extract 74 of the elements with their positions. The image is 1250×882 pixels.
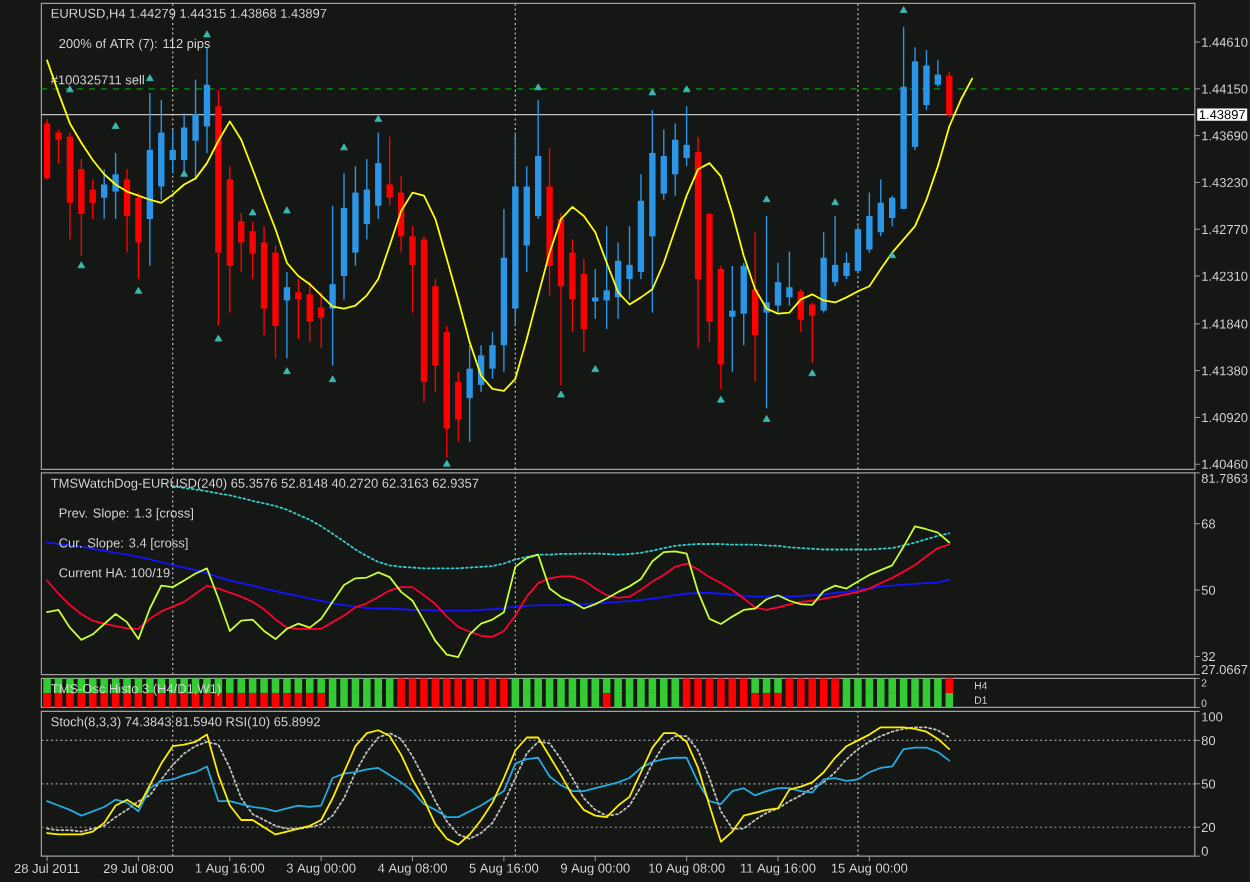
candlestick [660,128,667,201]
point [77,261,86,269]
candlestick [946,71,953,119]
candlestick [101,168,108,220]
point [591,365,600,372]
candlestick [569,238,576,333]
candlestick [386,135,393,207]
candlestick [592,268,599,320]
point [717,395,725,403]
point [328,375,337,383]
point [111,122,120,129]
point [180,169,188,177]
candlestick [934,59,942,88]
candlestick [809,301,816,364]
candlestick [797,288,805,333]
candlestick [283,271,291,360]
candlestick [135,191,142,280]
point [374,114,383,122]
candlestick [306,281,313,343]
candlestick [238,212,245,273]
candlestick [78,158,85,257]
candlestick [751,231,759,383]
candlestick [854,225,862,273]
point [808,369,817,377]
candlestick [889,194,896,227]
candlestick [843,251,850,280]
candlestick [774,262,782,314]
candlestick [169,128,176,174]
candlestick [683,105,690,167]
point [682,85,691,93]
point [283,206,291,214]
point [648,88,657,96]
point [762,195,771,203]
candlestick [786,250,793,307]
point [214,334,223,342]
point [283,367,291,375]
candlestick [603,225,610,330]
candlestick [672,122,679,197]
candlestick [192,78,199,181]
point [146,74,154,82]
candlestick [923,49,930,111]
candlestick [180,112,188,174]
point [534,83,543,91]
candlestick [831,215,839,287]
candlestick [866,191,873,254]
candlestick [329,205,336,367]
candlestick [112,152,119,220]
candlestick [363,158,371,241]
candlestick [489,331,496,380]
point [888,251,897,259]
candlestick [249,221,256,280]
candlestick [729,265,736,373]
point [762,415,771,422]
candlestick [466,344,473,443]
point [899,6,908,13]
candlestick [877,178,884,238]
candlestick [89,178,96,220]
point [557,390,565,398]
point [831,198,839,206]
candlestick [123,168,131,254]
point [203,30,211,38]
point [248,208,257,216]
point [66,85,74,93]
candlestick [55,128,62,164]
point [134,286,143,294]
point [340,143,348,151]
point [442,459,451,467]
candlestick [295,278,302,340]
candlestick [375,131,382,220]
candlestick [626,225,633,301]
candlestick [409,225,416,314]
candlestick [317,291,325,349]
candlestick [740,262,747,346]
candlestick [455,370,462,443]
